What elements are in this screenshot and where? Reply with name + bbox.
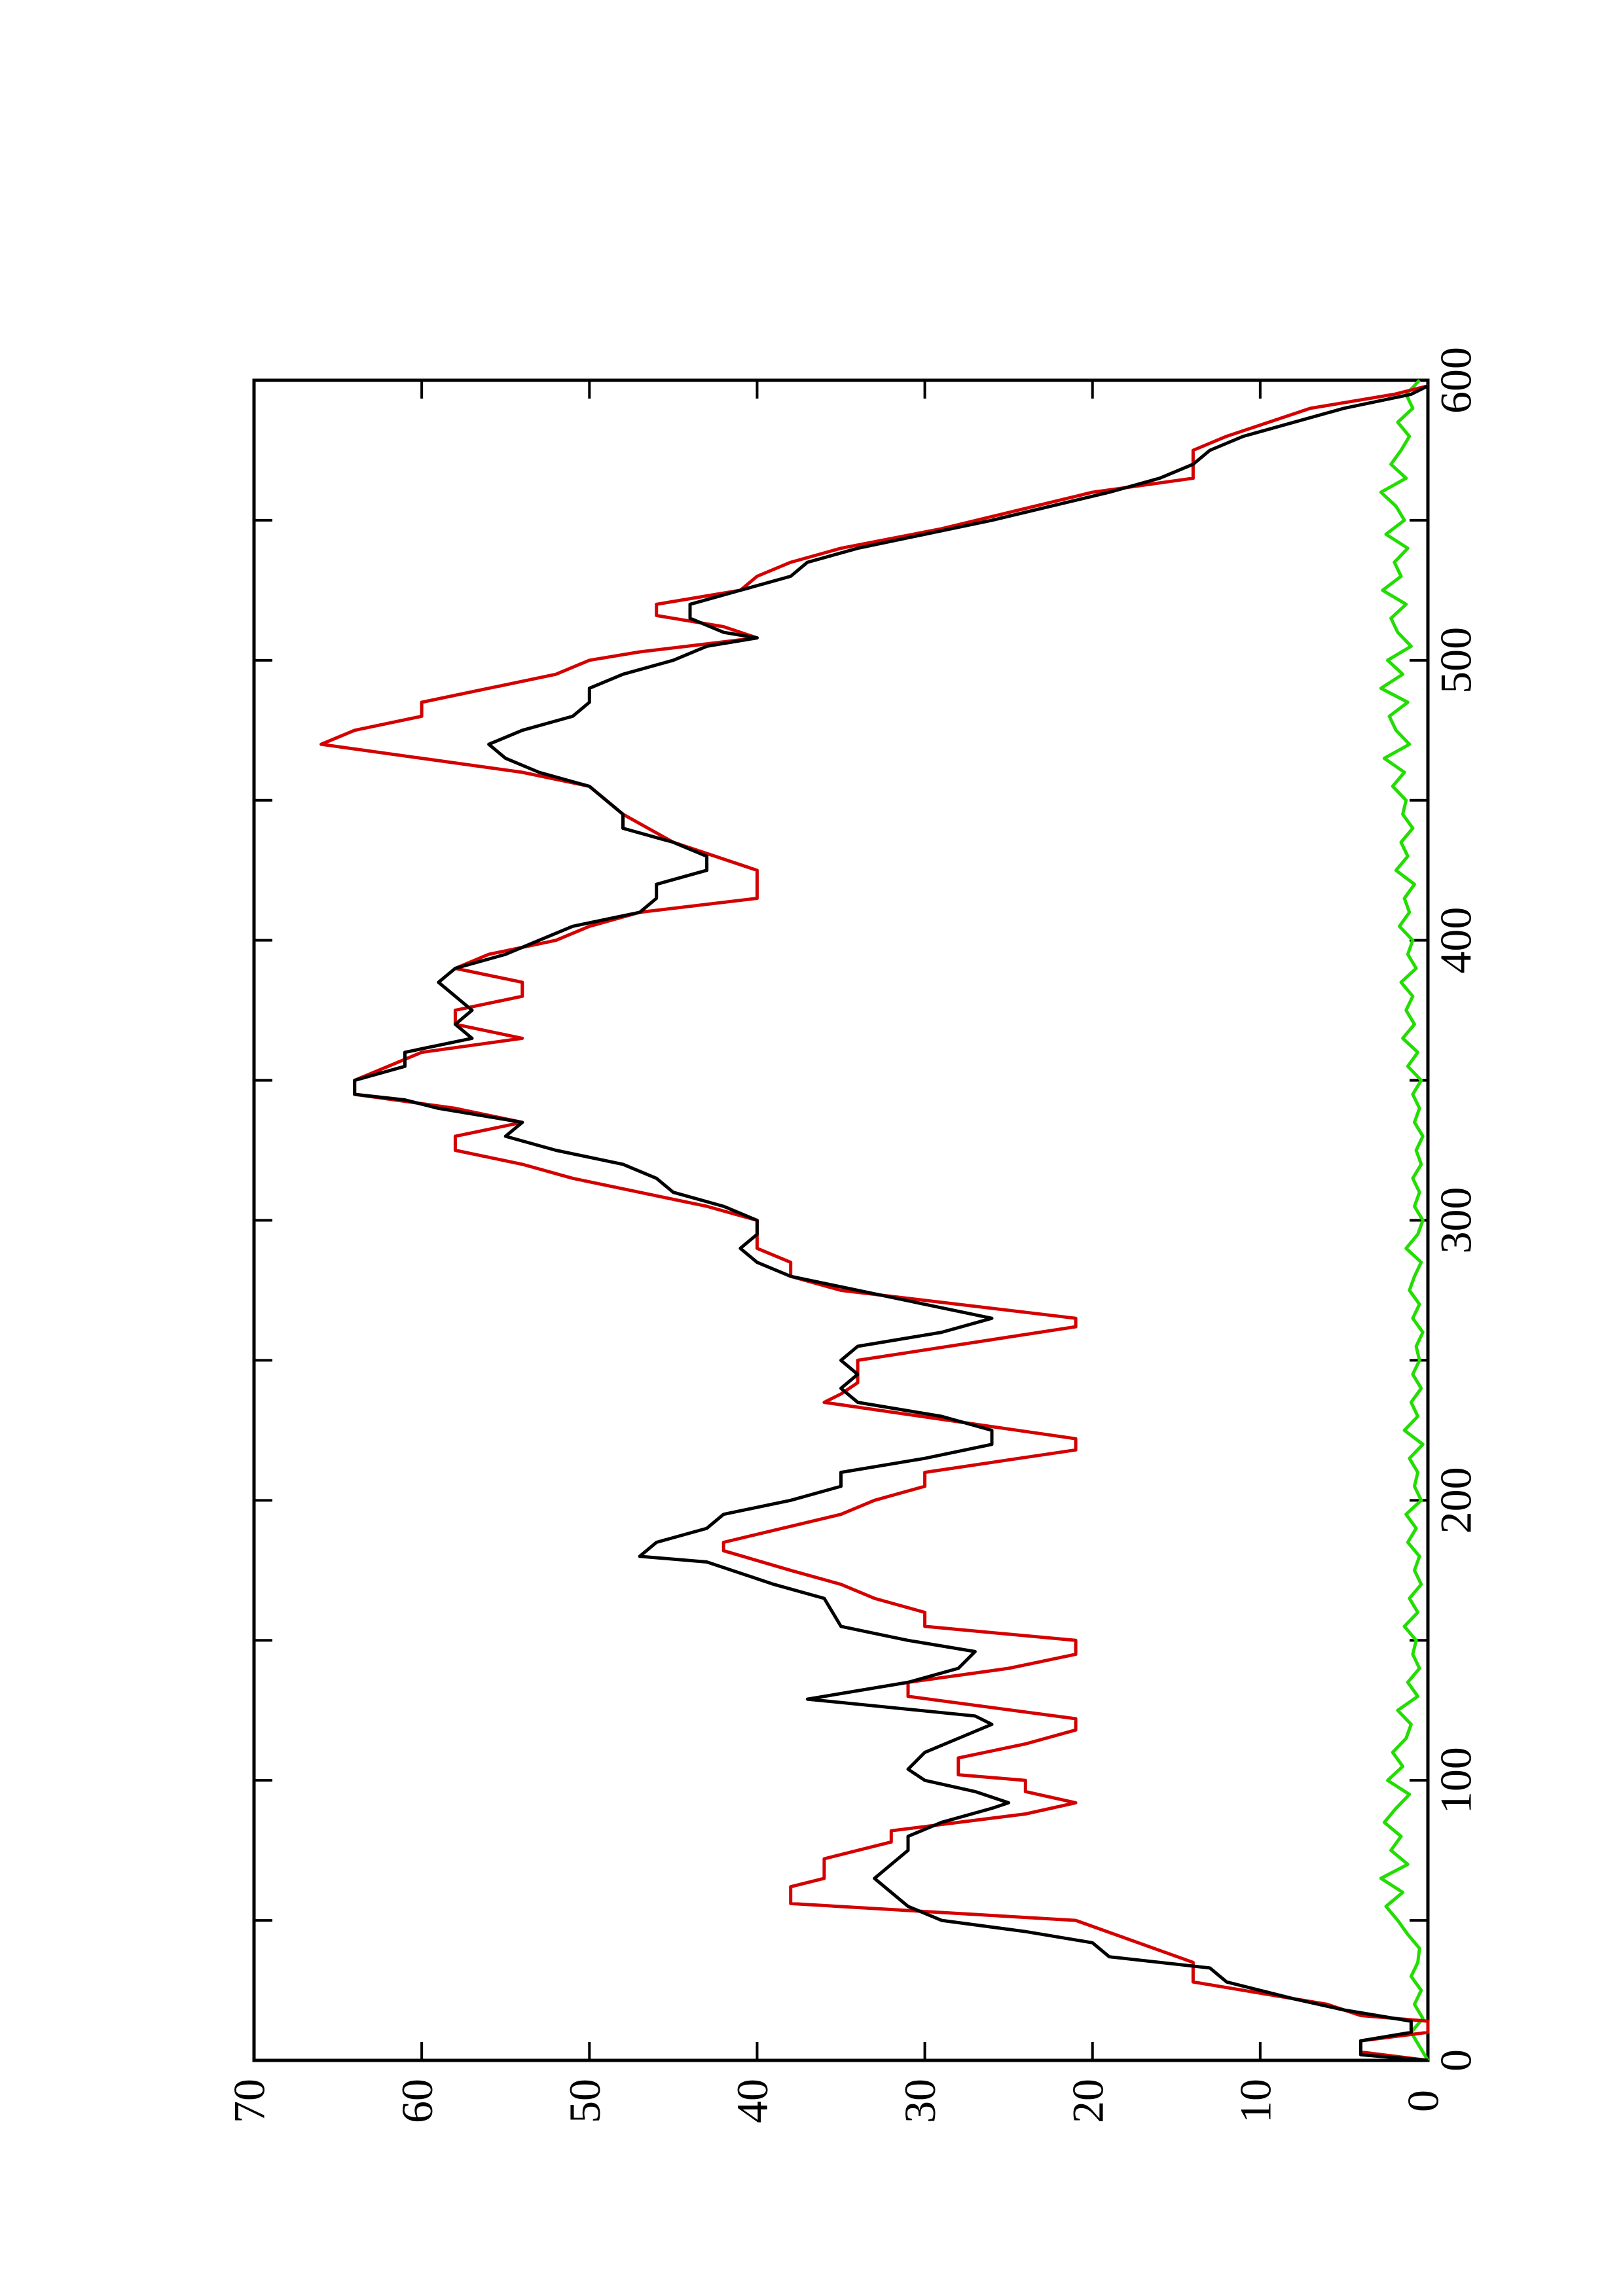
y-tick-label: 20 [1063, 2079, 1112, 2123]
plot-frame [252, 378, 1430, 2062]
x-tick-label: 400 [1431, 907, 1481, 974]
y-tick-label: 40 [727, 2079, 777, 2123]
y-tick-label: 70 [225, 2079, 274, 2123]
y-tick-label: 0 [1398, 2090, 1448, 2112]
data-line [319, 384, 1430, 2062]
y-tick-label: 30 [895, 2079, 945, 2123]
x-tick-label: 500 [1431, 627, 1481, 694]
y-tick-label: 50 [560, 2079, 610, 2123]
x-tick-label: 0 [1431, 2049, 1481, 2072]
x-tick-label: 200 [1431, 1467, 1481, 1534]
y-tick-label: 10 [1230, 2079, 1280, 2123]
x-tick-label: 100 [1431, 1747, 1481, 1814]
data-line [353, 384, 1429, 2062]
x-tick-label: 600 [1431, 347, 1481, 414]
y-tick-label: 60 [392, 2079, 442, 2123]
x-tick-label: 300 [1431, 1187, 1481, 1254]
data-line [1379, 379, 1430, 2062]
